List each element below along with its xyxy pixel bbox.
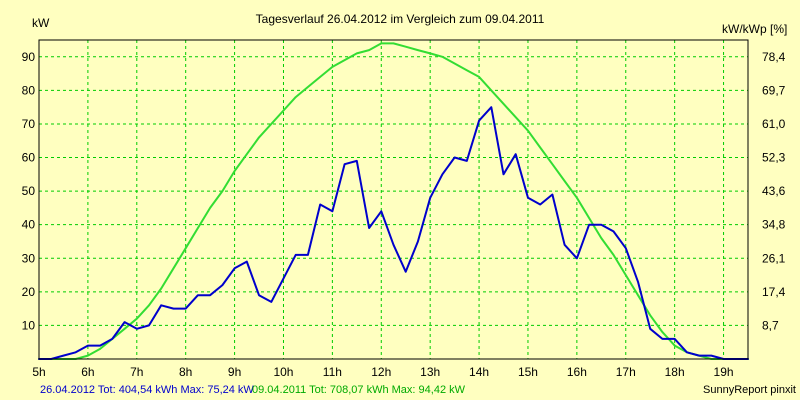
y-axis-right-label: kW/kWp [%]: [722, 22, 787, 36]
footer-credit: SunnyReport pinxit: [703, 384, 796, 396]
y-tick-label-right: 34,8: [762, 218, 786, 232]
x-tick-label: 19h: [714, 365, 734, 379]
series-lines: [38, 42, 749, 360]
x-tick-label: 16h: [567, 365, 587, 379]
series-line-09.04.2011: [38, 42, 749, 360]
y-tick-label-left: 50: [22, 184, 36, 198]
x-tick-label: 17h: [616, 365, 636, 379]
y-tick-label-right: 43,6: [762, 184, 786, 198]
x-tick-label: 9h: [228, 365, 241, 379]
y-tick-label-right: 8,7: [762, 318, 779, 332]
y-axis-left-ticks: 10 20 30 40 50 60 70 80 90: [22, 50, 36, 333]
x-tick-label: 13h: [420, 365, 440, 379]
y-axis-left-label: kW: [32, 16, 50, 30]
x-tick-label: 15h: [518, 365, 538, 379]
y-tick-label-left: 10: [22, 318, 36, 332]
series-line-26.04.2012: [38, 106, 749, 360]
y-tick-label-left: 70: [22, 117, 36, 131]
y-axis-right-ticks: 8,7 17,4 26,1 34,8 43,6 52,3 61,0 69,7 78,4: [762, 50, 786, 333]
x-tick-label: 10h: [273, 365, 293, 379]
x-tick-label: 7h: [130, 365, 143, 379]
y-tick-label-left: 40: [22, 218, 36, 232]
x-axis-ticks: 5h 6h 7h 8h 9h 10h 11h 12h 13h 14h 15h 16h 17h 18h 19h: [32, 365, 733, 379]
plot-frame: [38, 39, 749, 360]
y-tick-label-right: 78,4: [762, 50, 786, 64]
y-tick-label-left: 20: [22, 285, 36, 299]
x-tick-label: 14h: [469, 365, 489, 379]
y-tick-label-left: 60: [22, 151, 36, 165]
grid: [39, 40, 748, 359]
y-tick-label-right: 52,3: [762, 151, 786, 165]
y-tick-label-right: 26,1: [762, 251, 786, 265]
y-tick-label-left: 30: [22, 251, 36, 265]
y-tick-label-right: 61,0: [762, 117, 786, 131]
y-tick-label-left: 80: [22, 83, 36, 97]
x-tick-label: 12h: [371, 365, 391, 379]
legend-series-2012: 26.04.2012 Tot: 404,54 kWh Max: 75,24 kW: [40, 384, 254, 396]
x-tick-label: 5h: [32, 365, 45, 379]
x-tick-label: 18h: [665, 365, 685, 379]
x-tick-label: 11h: [323, 365, 342, 379]
y-tick-label-right: 17,4: [762, 285, 786, 299]
legend-series-2011: 09.04.2011 Tot: 708,07 kWh Max: 94,42 kW: [252, 384, 466, 396]
y-tick-label-right: 69,7: [762, 83, 786, 97]
x-tick-label: 8h: [179, 365, 192, 379]
chart-title: Tagesverlauf 26.04.2012 im Vergleich zum…: [256, 12, 545, 26]
x-tick-label: 6h: [81, 365, 94, 379]
y-tick-label-left: 90: [22, 50, 36, 64]
